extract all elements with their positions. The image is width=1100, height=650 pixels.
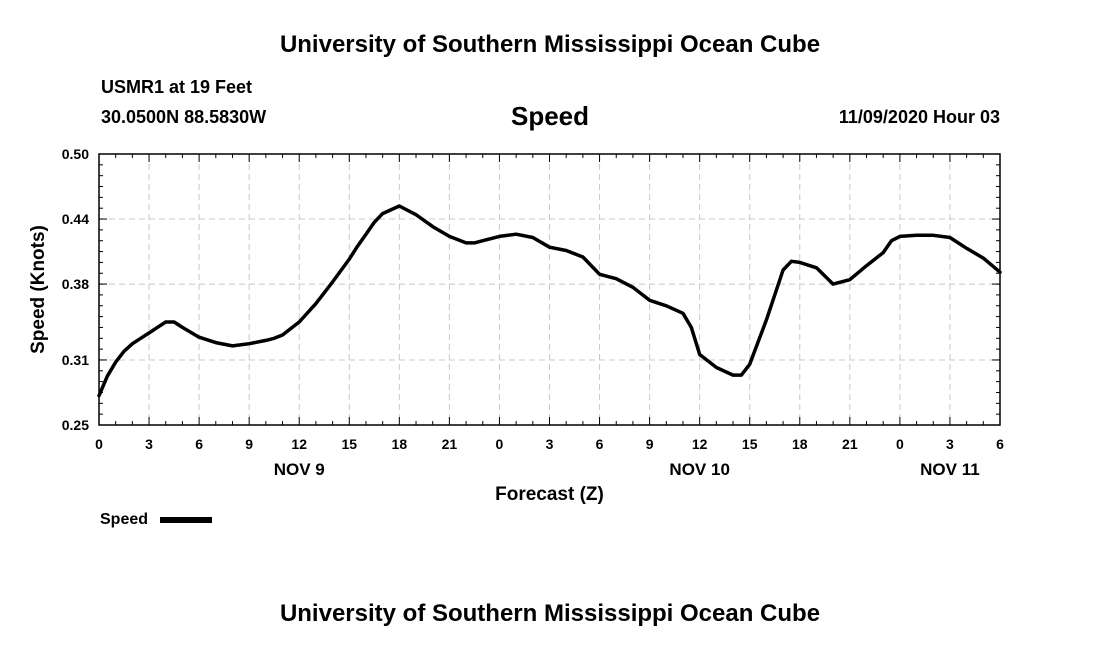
date-label: NOV 11 <box>920 460 980 479</box>
y-tick-label: 0.44 <box>62 211 89 227</box>
x-tick-label: 15 <box>341 436 357 452</box>
date-label: NOV 9 <box>274 460 325 479</box>
x-tick-label: 9 <box>245 436 253 452</box>
legend-label: Speed <box>100 511 148 528</box>
x-tick-label: 0 <box>95 436 103 452</box>
x-tick-label: 6 <box>195 436 203 452</box>
x-tick-label: 0 <box>896 436 904 452</box>
x-tick-label: 9 <box>646 436 654 452</box>
footer-title: University of Southern Mississippi Ocean… <box>279 600 821 627</box>
x-tick-label: 12 <box>291 436 307 452</box>
x-tick-label: 15 <box>742 436 758 452</box>
chart-title: Speed <box>510 101 590 131</box>
x-tick-label: 6 <box>996 436 1004 452</box>
coordinates-label: 30.0500N 88.5830W <box>101 107 267 127</box>
page-title: University of Southern Mississippi Ocean… <box>279 31 821 58</box>
x-tick-label: 12 <box>692 436 708 452</box>
y-tick-label: 0.38 <box>62 276 89 292</box>
date-label: NOV 10 <box>669 460 729 479</box>
y-tick-label: 0.31 <box>62 352 89 368</box>
x-tick-label: 3 <box>946 436 954 452</box>
x-tick-label: 18 <box>792 436 808 452</box>
speed-series-line <box>97 204 1002 398</box>
plot-frame <box>98 153 1001 426</box>
x-tick-label: 21 <box>442 436 458 452</box>
x-tick-label: 3 <box>546 436 554 452</box>
x-tick-label: 0 <box>496 436 504 452</box>
y-axis-label: Speed (Knots) <box>28 225 49 354</box>
speed-chart: 0 3 6 9 12 15 18 21 0 3 6 9 12 15 18 21 0 3 6 0.50 0.44 0.38 0… <box>28 146 1004 528</box>
y-tick-label: 0.25 <box>62 417 89 433</box>
x-tick-label: 18 <box>392 436 408 452</box>
station-label: USMR1 at 19 Feet <box>101 77 253 97</box>
x-tick-label: 21 <box>842 436 858 452</box>
datetime-label: 11/09/2020 Hour 03 <box>838 107 1000 127</box>
y-tick-label: 0.50 <box>62 146 89 162</box>
x-tick-label: 3 <box>145 436 153 452</box>
x-tick-label: 6 <box>596 436 604 452</box>
x-axis-label: Forecast (Z) <box>495 484 604 505</box>
